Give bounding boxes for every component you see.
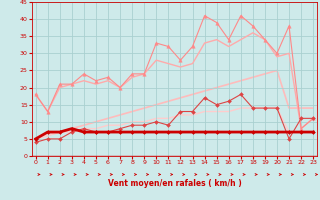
X-axis label: Vent moyen/en rafales ( km/h ): Vent moyen/en rafales ( km/h )	[108, 179, 241, 188]
